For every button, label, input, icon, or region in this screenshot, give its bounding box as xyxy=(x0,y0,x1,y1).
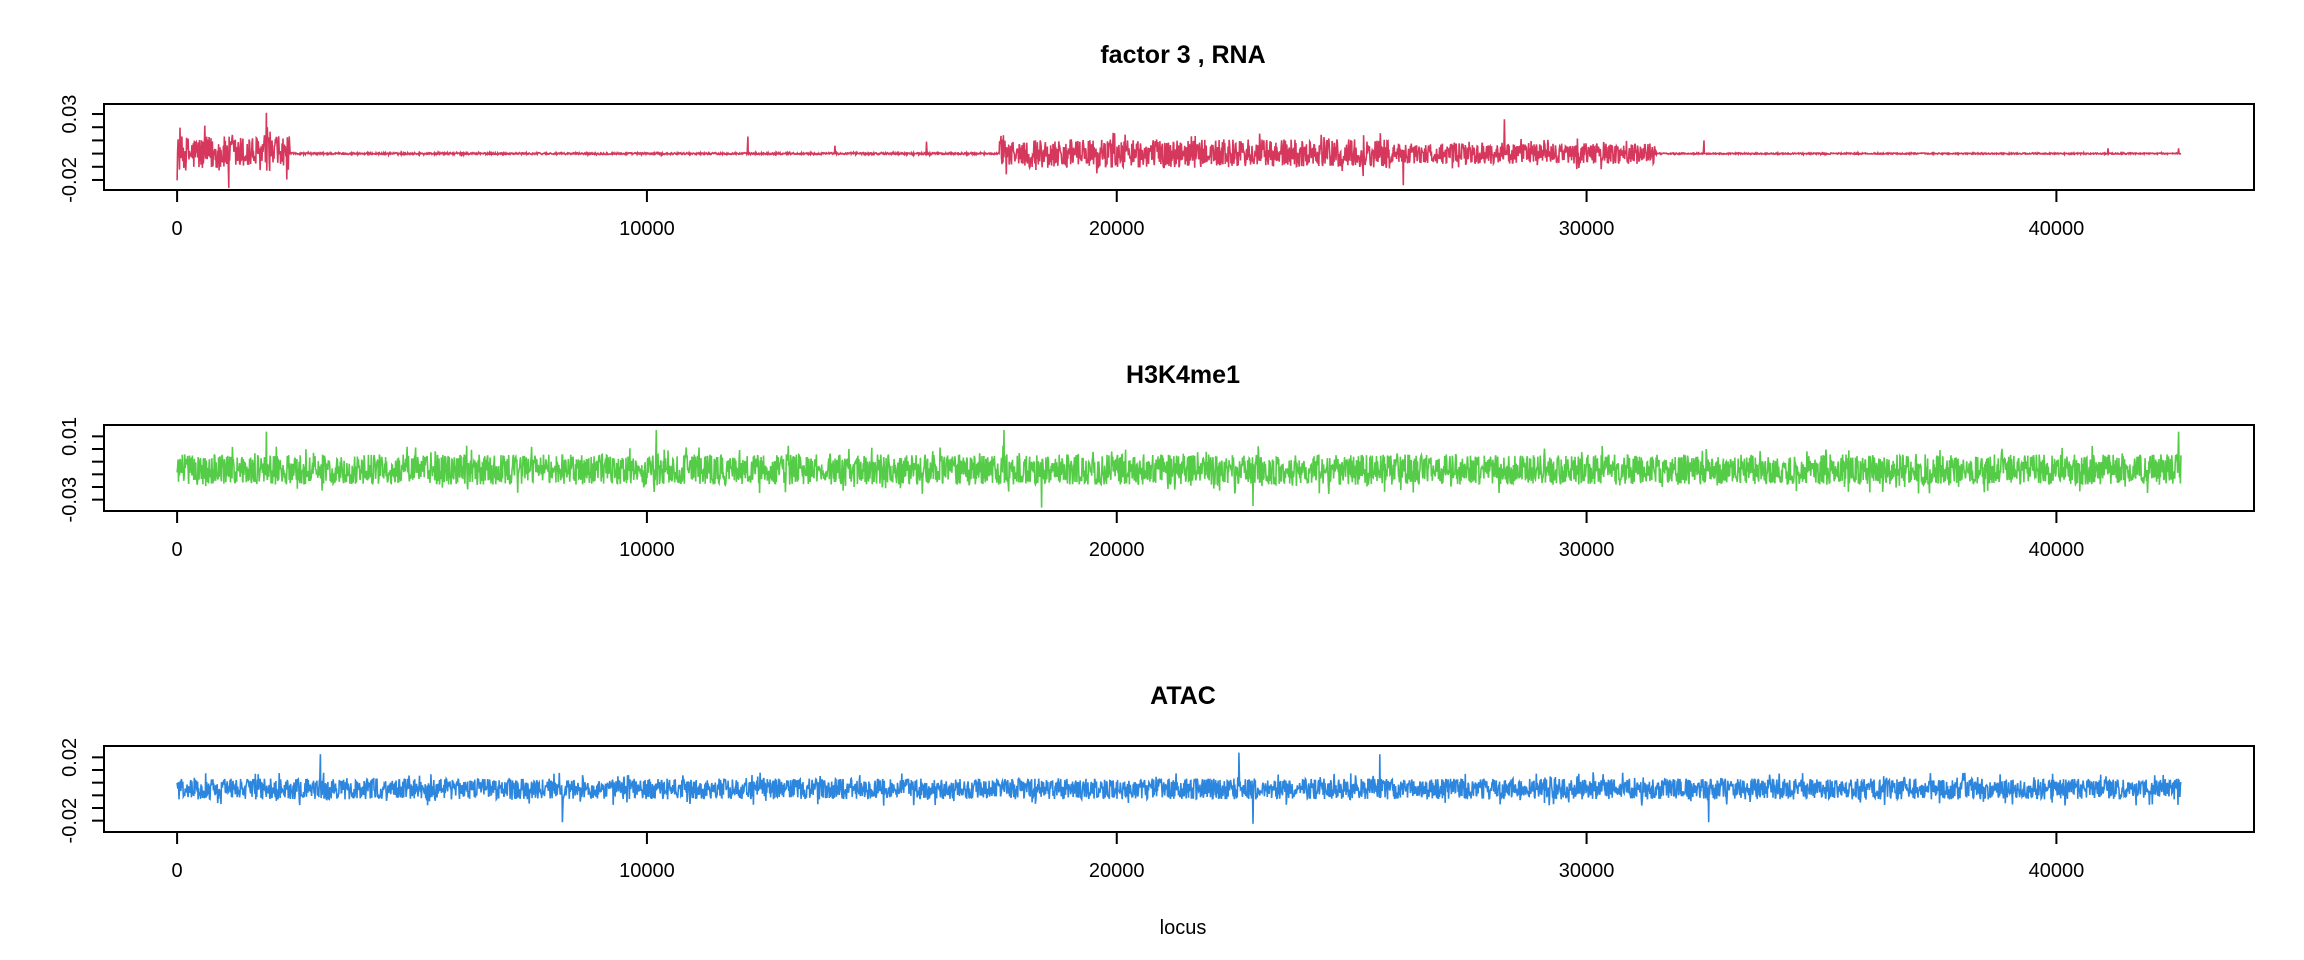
y-tick-label: -0.02 xyxy=(59,798,81,844)
x-tick-label: 30000 xyxy=(1559,218,1615,240)
series-layer xyxy=(176,429,2182,508)
panel-atac: ATAC 0 10000 20000 30000 40000 -0.02 0.02 loc… xyxy=(59,682,2255,939)
y-tick-label: -0.03 xyxy=(59,477,81,523)
x-tick-label: 20000 xyxy=(1089,218,1145,240)
plot-frame xyxy=(103,424,2255,512)
x-tick-label: 40000 xyxy=(2029,539,2085,561)
y-axis: -0.03 0.01 xyxy=(59,417,104,523)
x-tick-label: 20000 xyxy=(1089,860,1145,882)
plot-frame xyxy=(103,745,2255,833)
panel-rna: factor 3 , RNA 0 10000 20000 30000 40000 -0.… xyxy=(59,41,2255,240)
panel-h3k4me1: H3K4me1 0 10000 20000 30000 40000 -0.03 0.01 xyxy=(59,361,2255,561)
series-line xyxy=(176,429,2182,508)
x-axis-label: locus xyxy=(1160,917,1207,939)
x-tick-label: 0 xyxy=(172,539,183,561)
x-tick-label: 40000 xyxy=(2029,218,2085,240)
panel-title: factor 3 , RNA xyxy=(1100,41,1265,69)
panel-title: ATAC xyxy=(1150,682,1216,710)
y-tick-label: 0.01 xyxy=(59,417,81,456)
x-tick-label: 0 xyxy=(172,860,183,882)
x-tick-label: 20000 xyxy=(1089,539,1145,561)
x-tick-label: 10000 xyxy=(619,218,675,240)
series-layer xyxy=(176,112,2182,188)
y-axis: -0.02 0.03 xyxy=(59,95,104,203)
panel-title: H3K4me1 xyxy=(1126,361,1240,389)
x-tick-label: 40000 xyxy=(2029,860,2085,882)
x-tick-label: 10000 xyxy=(619,539,675,561)
x-axis: 0 10000 20000 30000 40000 xyxy=(172,832,2085,882)
series-layer xyxy=(176,752,2182,824)
y-tick-label: 0.03 xyxy=(59,95,81,134)
x-tick-label: 30000 xyxy=(1559,860,1615,882)
x-tick-label: 0 xyxy=(172,218,183,240)
series-line xyxy=(176,752,2182,824)
y-tick-label: -0.02 xyxy=(59,157,81,203)
y-axis: -0.02 0.02 xyxy=(59,738,104,844)
series-line xyxy=(176,112,2182,188)
y-tick-label: 0.02 xyxy=(59,738,81,777)
x-axis: 0 10000 20000 30000 40000 xyxy=(172,511,2085,561)
plot-frame xyxy=(103,103,2255,191)
x-axis: 0 10000 20000 30000 40000 xyxy=(172,190,2085,240)
x-tick-label: 30000 xyxy=(1559,539,1615,561)
x-tick-label: 10000 xyxy=(619,860,675,882)
